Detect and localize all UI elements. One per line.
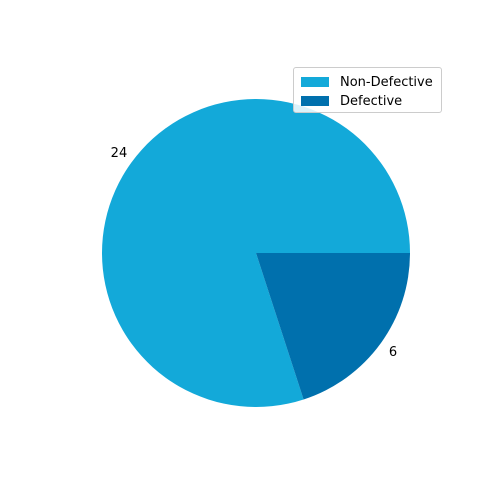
- pie-slice-label-non-defective: 24: [111, 146, 128, 161]
- pie-slice-label-defective: 6: [389, 345, 397, 360]
- pie-slice-labels: 24 6: [111, 146, 398, 360]
- legend-item-defective: Defective: [301, 93, 402, 109]
- legend: Non-Defective Defective: [293, 67, 442, 113]
- legend-item-non-defective: Non-Defective: [301, 74, 433, 90]
- legend-swatch-defective: [301, 96, 329, 106]
- pie-slice-defective: [256, 253, 410, 400]
- legend-swatch-non-defective: [301, 77, 329, 87]
- legend-label-non-defective: Non-Defective: [340, 74, 433, 90]
- pie-slice-non-defective: [101, 99, 411, 407]
- pie-slices: [101, 99, 411, 407]
- legend-label-defective: Defective: [340, 93, 403, 109]
